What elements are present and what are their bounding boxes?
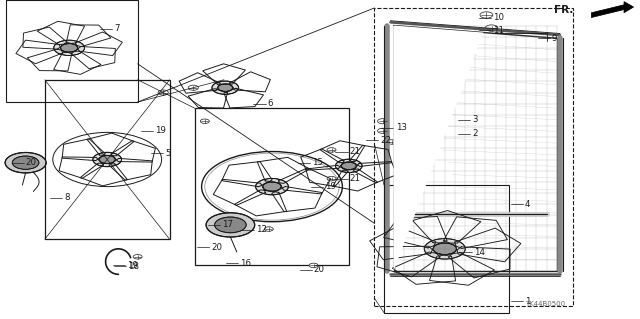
Text: 17: 17 [222, 220, 233, 229]
Circle shape [133, 255, 142, 259]
Polygon shape [591, 2, 634, 18]
Circle shape [309, 263, 318, 268]
Text: 8: 8 [64, 193, 70, 202]
Text: 13: 13 [396, 123, 406, 132]
Text: 19: 19 [325, 182, 336, 191]
Text: 19: 19 [127, 261, 138, 270]
Circle shape [335, 159, 362, 173]
Circle shape [214, 217, 246, 233]
Bar [6, 0, 138, 102]
Text: 15: 15 [312, 158, 323, 167]
Text: 10: 10 [493, 13, 504, 22]
Text: 20: 20 [314, 265, 324, 274]
Circle shape [5, 152, 46, 173]
Circle shape [206, 213, 255, 237]
Text: 16: 16 [240, 259, 251, 268]
Text: 22: 22 [380, 136, 391, 145]
Text: 3: 3 [472, 115, 478, 124]
Text: 20: 20 [211, 243, 222, 252]
Bar [45, 80, 170, 239]
Circle shape [378, 119, 388, 124]
Circle shape [158, 90, 168, 95]
Text: 19: 19 [155, 126, 166, 135]
Text: 2: 2 [472, 130, 478, 138]
Circle shape [480, 12, 493, 18]
Circle shape [12, 156, 39, 169]
Polygon shape [394, 26, 483, 271]
Circle shape [212, 81, 239, 94]
Circle shape [387, 140, 396, 144]
Circle shape [218, 84, 233, 92]
Circle shape [264, 227, 273, 231]
Text: 6: 6 [268, 99, 273, 108]
Text: 1: 1 [525, 297, 531, 306]
Text: 12: 12 [256, 225, 267, 234]
Text: 18: 18 [128, 262, 139, 271]
Text: 9: 9 [552, 34, 557, 43]
Circle shape [99, 155, 115, 164]
Circle shape [378, 128, 388, 133]
Circle shape [61, 44, 78, 52]
Text: 21: 21 [349, 147, 360, 156]
Circle shape [433, 243, 456, 255]
Text: 7: 7 [114, 24, 120, 33]
Circle shape [341, 162, 356, 170]
Bar [374, 8, 573, 306]
Text: 11: 11 [493, 26, 504, 35]
Text: 14: 14 [474, 248, 484, 256]
Circle shape [424, 239, 465, 259]
Circle shape [188, 85, 198, 90]
Text: 20: 20 [26, 158, 36, 167]
Circle shape [93, 152, 122, 167]
Bar [195, 108, 349, 265]
Text: TK44B0500: TK44B0500 [525, 301, 565, 307]
Bar [384, 185, 509, 313]
Circle shape [485, 25, 498, 31]
Text: 21: 21 [349, 174, 360, 183]
Text: 4: 4 [525, 200, 531, 209]
Circle shape [327, 148, 336, 152]
Text: FR.: FR. [554, 4, 573, 15]
Circle shape [263, 182, 281, 191]
Circle shape [255, 178, 289, 195]
Circle shape [200, 119, 209, 123]
Circle shape [327, 176, 336, 181]
Text: 5: 5 [165, 149, 171, 158]
Circle shape [54, 40, 84, 56]
